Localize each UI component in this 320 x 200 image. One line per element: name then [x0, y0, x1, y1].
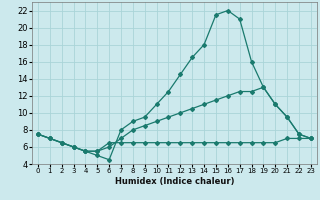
- X-axis label: Humidex (Indice chaleur): Humidex (Indice chaleur): [115, 177, 234, 186]
